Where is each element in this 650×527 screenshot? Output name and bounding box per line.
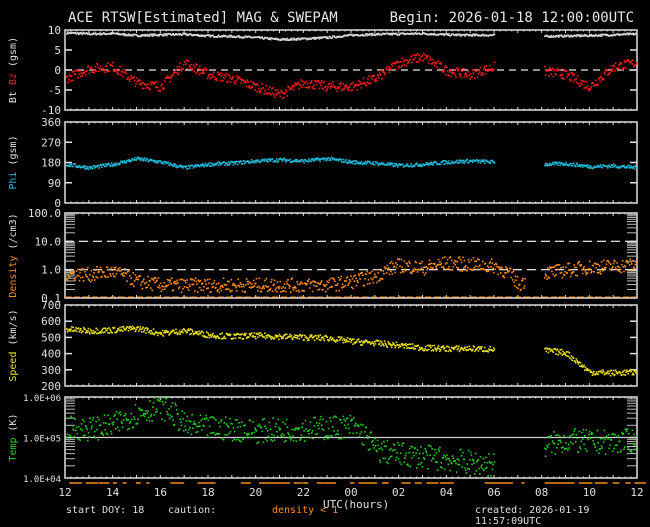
y-tick-label: 300 bbox=[41, 364, 61, 377]
x-tick-label: 12 bbox=[58, 486, 71, 499]
x-tick-label: 04 bbox=[440, 486, 454, 499]
y-tick-label: -5 bbox=[48, 84, 61, 97]
created-timestamp: created: 2026-01-19 11:57:09UTC bbox=[475, 505, 650, 527]
y-axis-label: Phi (gsm) bbox=[8, 135, 19, 189]
x-tick-label: 20 bbox=[249, 486, 262, 499]
y-tick-label: 270 bbox=[41, 136, 61, 149]
panel-density: 100.010.01.00.1 bbox=[28, 207, 638, 305]
x-tick-label: 12 bbox=[630, 486, 643, 499]
y-axis-label: Bt Bz (gsm) bbox=[8, 37, 19, 103]
y-tick-label: 10 bbox=[48, 24, 61, 37]
x-tick-label: 06 bbox=[487, 486, 500, 499]
y-tick-label: 400 bbox=[41, 348, 61, 361]
y-tick-label: 10.0 bbox=[35, 235, 62, 248]
y-axis-label: Density (/cm3) bbox=[8, 213, 19, 297]
y-tick-label: 5 bbox=[54, 44, 61, 57]
x-tick-label: 08 bbox=[535, 486, 548, 499]
y-tick-label: 200 bbox=[41, 380, 61, 393]
x-tick-label: 02 bbox=[392, 486, 405, 499]
y-tick-label: 1.0E+05 bbox=[23, 435, 61, 445]
x-axis-label: UTC(hours) bbox=[323, 498, 389, 511]
y-tick-label: 1.0E+06 bbox=[23, 394, 61, 404]
x-tick-label: 16 bbox=[154, 486, 167, 499]
start-doy: start DOY: 18 bbox=[66, 505, 144, 516]
x-tick-label: 10 bbox=[583, 486, 596, 499]
panel-temp: 1.0E+06 1.0E+05 1.0E+04 bbox=[23, 394, 646, 485]
panel-speed: 700 600 500 400 300 200 bbox=[41, 299, 637, 393]
y-tick-label: 1.0 bbox=[41, 264, 61, 277]
y-tick-label: 600 bbox=[41, 315, 61, 328]
y-tick-label: 1.0E+04 bbox=[23, 475, 61, 485]
x-tick-label: 18 bbox=[201, 486, 214, 499]
x-tick-label: 14 bbox=[106, 486, 120, 499]
x-tick-label: 22 bbox=[297, 486, 310, 499]
y-tick-label: 100.0 bbox=[28, 207, 61, 220]
y-tick-label: 0 bbox=[54, 64, 61, 77]
y-axis-label: Temp (K) bbox=[8, 413, 19, 461]
y-axis-label: Speed (km/s) bbox=[8, 309, 19, 381]
y-tick-label: 700 bbox=[41, 299, 61, 312]
y-tick-label: 180 bbox=[41, 157, 61, 170]
y-tick-label: 90 bbox=[48, 177, 61, 190]
y-tick-label: 500 bbox=[41, 331, 61, 344]
caution-label: caution: bbox=[168, 505, 216, 516]
y-tick-label: 360 bbox=[41, 116, 61, 129]
